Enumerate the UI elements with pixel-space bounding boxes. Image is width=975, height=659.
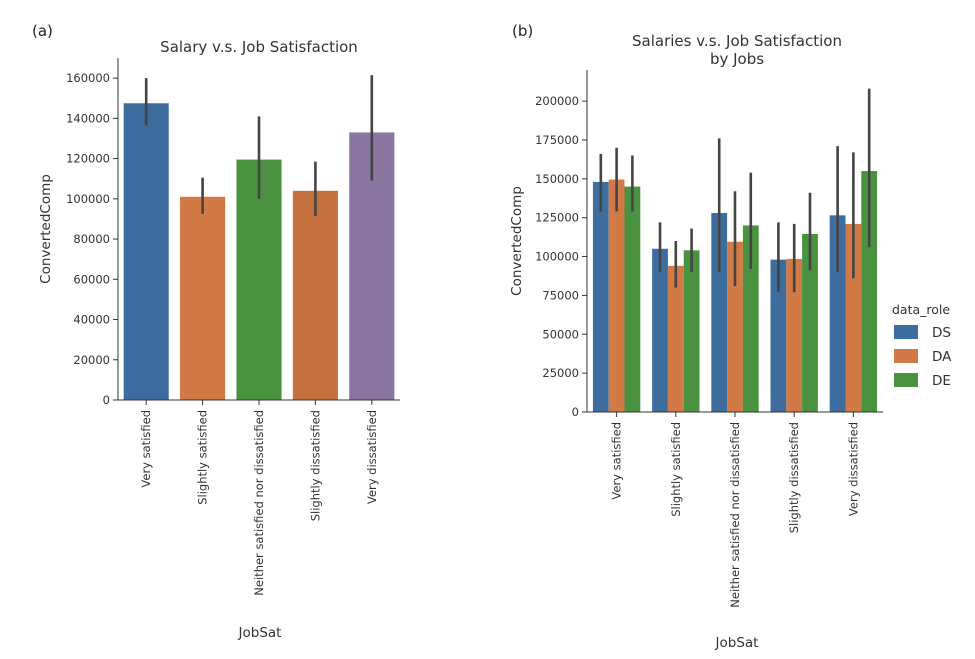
y-tick-label: 60000	[73, 272, 110, 286]
y-tick-label: 75000	[542, 288, 579, 302]
y-tick-label: 150000	[535, 172, 579, 186]
y-tick-label: 140000	[66, 111, 110, 125]
legend-swatch-ds	[894, 325, 918, 339]
legend-swatch-da	[894, 349, 918, 363]
y-tick-label: 160000	[66, 71, 110, 85]
x-tick-label: Slightly dissatisfied	[308, 410, 322, 521]
y-tick-label: 175000	[535, 133, 579, 147]
bar	[180, 196, 226, 400]
chart-a: (a) Salary v.s. Job Satisfaction 0 20000 400…	[32, 22, 400, 641]
bar	[236, 159, 282, 400]
y-tick-label: 25000	[542, 366, 579, 380]
bar-de	[861, 171, 878, 412]
legend-label-ds: DS	[932, 325, 951, 341]
y-tick-label: 120000	[66, 152, 110, 166]
bar-ds	[592, 181, 609, 412]
bar-ds	[652, 248, 668, 412]
bar	[123, 103, 169, 400]
bar-da	[845, 223, 862, 412]
legend-label-de: DE	[932, 373, 951, 389]
panel-label-a: (a)	[32, 22, 53, 40]
x-tick-label: Very dissatisfied	[846, 422, 860, 516]
y-tick-label: 100000	[66, 192, 110, 206]
legend-label-da: DA	[932, 349, 952, 365]
x-tick-label: Very satisfied	[139, 410, 153, 488]
y-tick-label: 125000	[535, 211, 579, 225]
bar-da	[667, 265, 684, 412]
chart-title-a: Salary v.s. Job Satisfaction	[160, 38, 358, 56]
y-tick-label: 0	[103, 393, 110, 407]
x-tick-label: Slightly dissatisfied	[787, 422, 801, 533]
bar-da	[786, 258, 803, 412]
x-tick-label: Slightly satisfied	[669, 422, 683, 517]
panel-label-b: (b)	[512, 22, 533, 40]
legend-swatch-de	[894, 373, 918, 387]
bar-da	[608, 179, 625, 412]
x-axis-label: JobSat	[715, 635, 759, 651]
x-tick-label: Very satisfied	[610, 422, 624, 500]
bar-ds	[829, 215, 846, 412]
x-tick-label: Slightly satisfied	[196, 410, 210, 505]
bar-de	[742, 225, 759, 412]
bar-ds	[770, 259, 787, 412]
x-tick-label: Very dissatisfied	[365, 410, 379, 504]
x-axis-label: JobSat	[238, 625, 282, 641]
y-axis-label: ConvertedComp	[509, 186, 525, 296]
x-tick-label: Neither satisfied nor dissatisfied	[728, 422, 742, 608]
y-tick-label: 0	[572, 405, 579, 419]
y-tick-label: 50000	[542, 327, 579, 341]
bar	[292, 190, 338, 400]
bar-de	[683, 250, 700, 412]
y-axis-label: ConvertedComp	[38, 174, 54, 284]
y-tick-label: 20000	[73, 353, 110, 367]
y-tick-label: 40000	[73, 313, 110, 327]
y-tick-label: 80000	[73, 232, 110, 246]
bar-ds	[711, 213, 728, 412]
y-tick-label: 100000	[535, 250, 579, 264]
bar-de	[802, 234, 818, 412]
legend: data_role DS DA DE	[892, 302, 952, 389]
y-tick-label: 200000	[535, 94, 579, 108]
x-tick-label: Neither satisfied nor dissatisfied	[252, 410, 266, 596]
bar-da	[727, 241, 743, 412]
chart-title-b-line1: Salaries v.s. Job Satisfaction	[632, 32, 842, 50]
chart-title-b-line2: by Jobs	[710, 50, 764, 68]
legend-title: data_role	[892, 302, 950, 317]
bar-de	[624, 186, 641, 412]
